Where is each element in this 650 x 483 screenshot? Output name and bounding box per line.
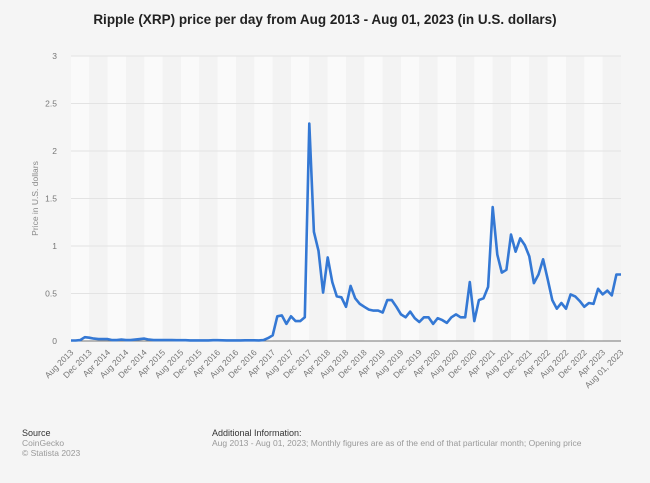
source-block: Source CoinGecko © Statista 2023 [22, 428, 80, 458]
y-tick-label: 2 [52, 146, 57, 156]
y-tick-label: 3 [52, 51, 57, 61]
y-tick-label: 2.5 [45, 99, 57, 109]
chart-title: Ripple (XRP) price per day from Aug 2013… [93, 12, 557, 27]
y-tick-label: 0.5 [45, 289, 57, 299]
info-heading: Additional Information: [212, 428, 302, 438]
y-tick-label: 1 [52, 241, 57, 251]
additional-info: Additional Information: Aug 2013 - Aug 0… [212, 428, 582, 448]
y-tick-label: 1.5 [45, 194, 57, 204]
y-tick-label: 0 [52, 336, 57, 346]
info-text: Aug 2013 - Aug 01, 2023; Monthly figures… [212, 438, 582, 448]
source-name[interactable]: CoinGecko [22, 438, 65, 448]
y-axis-label: Price in U.S. dollars [30, 161, 40, 236]
price-line [71, 122, 621, 342]
copyright: © Statista 2023 [22, 448, 81, 458]
source-heading: Source [22, 428, 51, 438]
